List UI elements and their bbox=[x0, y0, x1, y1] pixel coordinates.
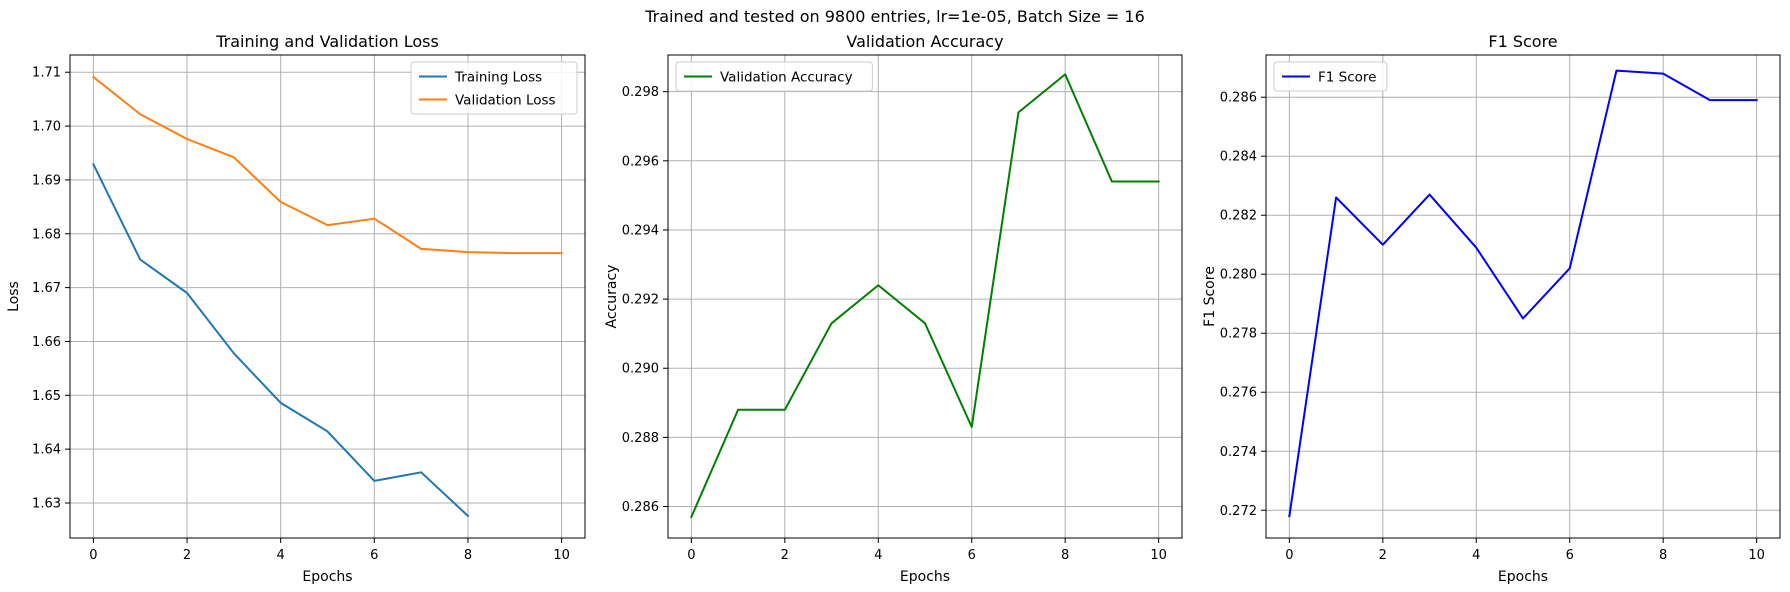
y-tick-label: 0.286 bbox=[1220, 91, 1257, 106]
y-axis-label: Loss bbox=[6, 281, 22, 312]
legend: Validation Accuracy bbox=[675, 61, 873, 92]
y-tick-label: 0.290 bbox=[622, 362, 659, 377]
x-axis-label: Epochs bbox=[302, 569, 352, 585]
x-tick-label: 8 bbox=[1659, 548, 1667, 563]
legend: F1 Score bbox=[1273, 61, 1388, 92]
legend-box bbox=[1273, 61, 1388, 92]
chart-title: F1 Score bbox=[1488, 32, 1557, 51]
x-tick-label: 6 bbox=[370, 548, 378, 563]
y-tick-label: 1.64 bbox=[32, 443, 61, 458]
series-line-1 bbox=[92, 162, 470, 518]
axes-frame bbox=[69, 54, 586, 539]
series-line-2 bbox=[92, 75, 563, 255]
y-tick-label: 0.280 bbox=[1220, 268, 1257, 283]
y-axis-label: Accuracy bbox=[604, 265, 620, 329]
chart-panel-1: 0 2 4 6 8 10 1.63 1.64 1.65 1.66 1.67 1.68 1.69 1.70 1… bbox=[6, 32, 586, 585]
y-tick-label: 1.70 bbox=[32, 120, 61, 135]
legend-label: F1 Score bbox=[1318, 70, 1376, 86]
y-tick-label: 1.71 bbox=[32, 66, 61, 81]
legend-label: Validation Accuracy bbox=[720, 70, 853, 86]
y-tick-label: 0.276 bbox=[1220, 386, 1257, 401]
x-tick-label: 6 bbox=[968, 548, 976, 563]
y-tick-label: 1.67 bbox=[32, 281, 61, 296]
x-tick-label: 8 bbox=[1061, 548, 1069, 563]
x-tick-label: 0 bbox=[1285, 548, 1293, 563]
legend: Training Loss Validation Loss bbox=[410, 61, 578, 115]
series-line-1 bbox=[1288, 69, 1758, 518]
y-tick-label: 0.274 bbox=[1220, 445, 1257, 460]
y-tick-label: 0.294 bbox=[622, 223, 659, 238]
y-axis-label: F1 Score bbox=[1202, 266, 1218, 327]
y-tick-label: 1.66 bbox=[32, 335, 61, 350]
y-tick-label: 0.282 bbox=[1220, 209, 1257, 224]
chart-title: Validation Accuracy bbox=[846, 32, 1003, 51]
y-tick-label: 1.68 bbox=[32, 227, 61, 242]
x-tick-label: 10 bbox=[1748, 548, 1765, 563]
chart-title: Training and Validation Loss bbox=[215, 32, 439, 51]
y-tick-label: 0.298 bbox=[622, 85, 659, 100]
y-tick-label: 1.65 bbox=[32, 389, 61, 404]
x-tick-label: 10 bbox=[1150, 548, 1167, 563]
x-axis-label: Epochs bbox=[900, 569, 950, 585]
y-tick-label: 0.296 bbox=[622, 154, 659, 169]
figure-suptitle: Trained and tested on 9800 entries, lr=1… bbox=[644, 7, 1145, 26]
x-tick-label: 0 bbox=[89, 548, 97, 563]
y-tick-label: 0.272 bbox=[1220, 504, 1257, 519]
legend-box bbox=[675, 61, 873, 92]
legend-label: Validation Loss bbox=[455, 93, 556, 109]
axes-frame bbox=[667, 54, 1183, 539]
x-tick-label: 8 bbox=[464, 548, 472, 563]
x-tick-label: 4 bbox=[1472, 548, 1480, 563]
y-tick-label: 0.292 bbox=[622, 293, 659, 308]
x-tick-label: 2 bbox=[781, 548, 789, 563]
x-axis-label: Epochs bbox=[1498, 569, 1548, 585]
x-tick-label: 4 bbox=[874, 548, 882, 563]
y-tick-label: 1.69 bbox=[32, 173, 61, 188]
x-tick-label: 10 bbox=[553, 548, 570, 563]
series-line-1 bbox=[690, 73, 1160, 519]
axes-frame bbox=[1265, 54, 1781, 539]
x-tick-label: 2 bbox=[183, 548, 191, 563]
x-tick-label: 0 bbox=[687, 548, 695, 563]
y-tick-label: 1.63 bbox=[32, 497, 61, 512]
chart-panel-2: 0 2 4 6 8 10 0.286 0.288 0.290 0.292 0.294 0.296 0.2… bbox=[604, 32, 1183, 585]
legend-box bbox=[410, 61, 578, 115]
y-tick-label: 0.284 bbox=[1220, 150, 1257, 165]
y-tick-label: 0.278 bbox=[1220, 327, 1257, 342]
chart-panel-3: 0 2 4 6 8 10 0.272 0.274 0.276 0.278 0.280 0.282 0.2… bbox=[1202, 32, 1781, 585]
legend-label: Training Loss bbox=[454, 70, 542, 86]
y-tick-label: 0.288 bbox=[622, 431, 659, 446]
x-tick-label: 2 bbox=[1379, 548, 1387, 563]
x-tick-label: 4 bbox=[277, 548, 285, 563]
x-tick-label: 6 bbox=[1566, 548, 1574, 563]
y-tick-label: 0.286 bbox=[622, 500, 659, 515]
